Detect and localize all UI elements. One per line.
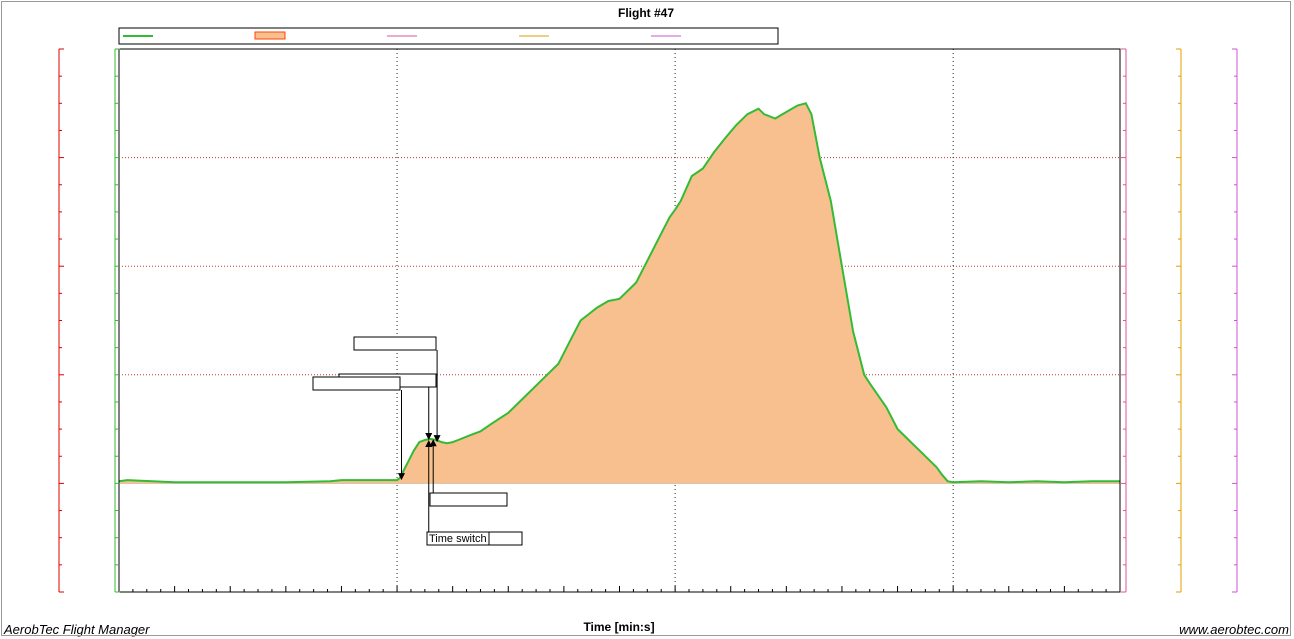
plot-area: Time switch	[118, 48, 1121, 593]
altitude-area	[119, 103, 1120, 484]
x-axis	[118, 586, 1121, 592]
marker-f5j-alt-arrow	[429, 439, 437, 447]
event-markers: Time switch	[312, 336, 523, 546]
marker-time-switch-front-label: Time switch	[429, 533, 487, 545]
filtered-altitude-axis	[114, 48, 120, 593]
marker-f5j-alt-box	[429, 492, 508, 507]
marker-motor-disabled-arrow	[425, 432, 433, 440]
throttle-in-axis	[1121, 48, 1127, 593]
throttle-out-axis	[1176, 48, 1182, 593]
y-axes	[58, 48, 1238, 593]
x-axis-label: Time [min:s]	[583, 620, 654, 634]
footer-app-name: AerobTec Flight Manager	[3, 622, 150, 637]
marker-motor-off-arrow	[433, 435, 441, 443]
marker-motor-on-box	[312, 376, 401, 391]
filtered-altitude-line	[118, 102, 1120, 484]
pws-energy-axis	[1232, 48, 1238, 593]
legend	[118, 27, 779, 45]
marker-motor-off-box	[353, 336, 437, 351]
altitude-axis	[58, 48, 64, 593]
marker-motor-on-arrow	[398, 473, 406, 481]
marker-time-switch-front-box	[426, 531, 490, 546]
footer-website: www.aerobtec.com	[1179, 622, 1289, 637]
legend-swatch-altitude	[254, 31, 286, 40]
chart-title: Flight #47	[618, 6, 674, 20]
